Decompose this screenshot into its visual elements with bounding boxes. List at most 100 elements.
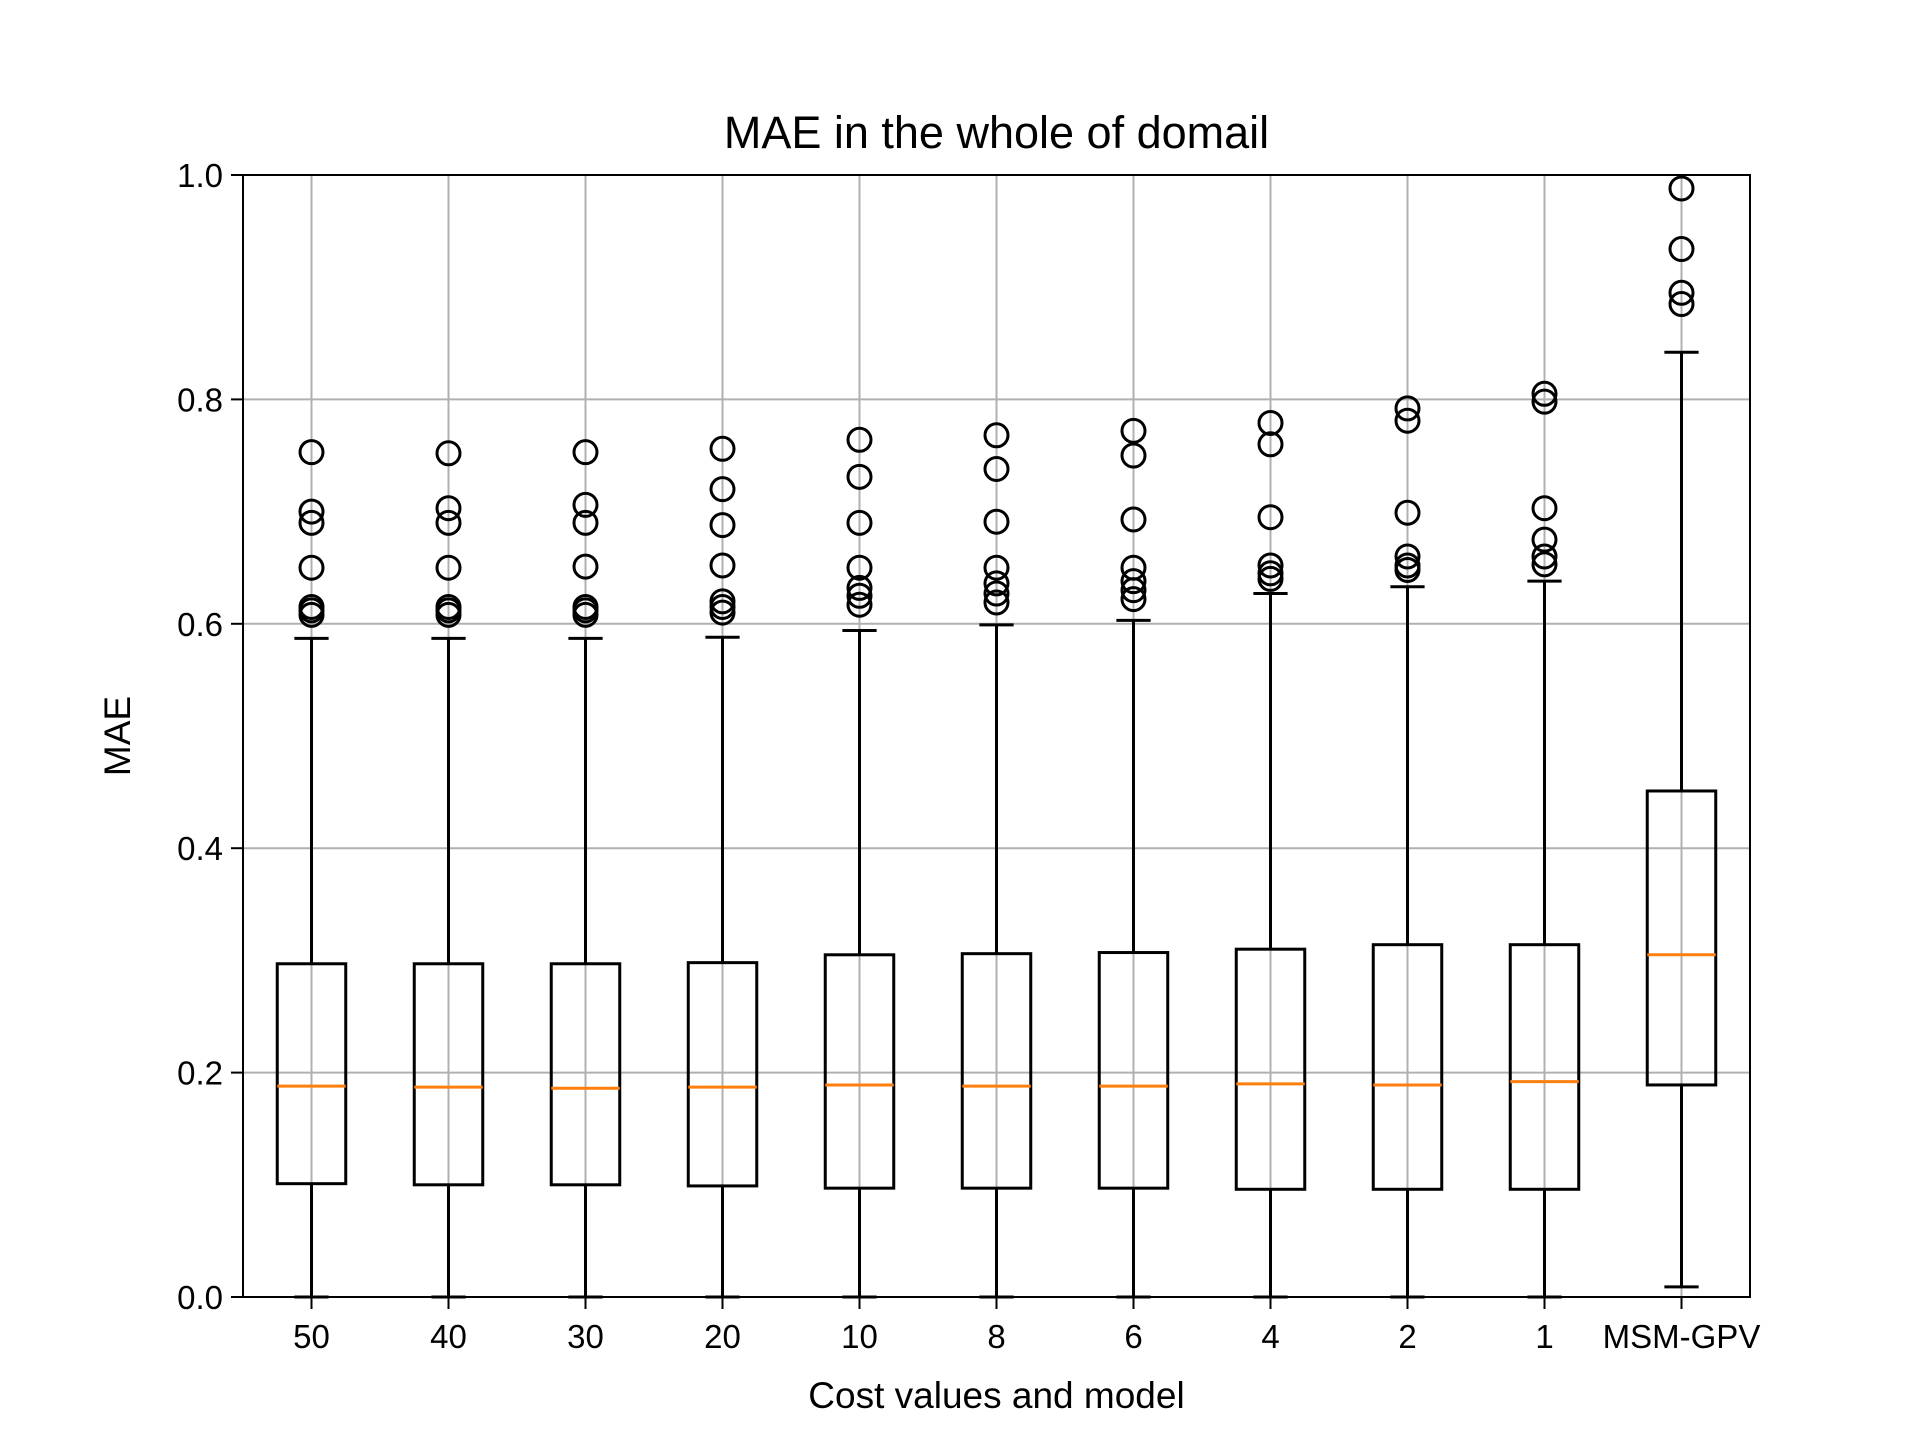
outlier-point [572, 593, 599, 620]
y-tick-label: 0.8 [177, 381, 223, 418]
outlier-point [435, 509, 462, 536]
outlier-point [1531, 526, 1558, 553]
outlier-point [1120, 554, 1147, 581]
outlier-point [435, 440, 462, 467]
outlier-point [1668, 236, 1695, 263]
box-1 [1508, 380, 1581, 1299]
outlier-point [1257, 409, 1284, 436]
box-series [275, 175, 1718, 1299]
outlier-point [846, 574, 873, 601]
outlier-point [1120, 506, 1147, 533]
outlier-point [1668, 279, 1695, 306]
outlier-point [298, 498, 325, 525]
outlier-point [1257, 504, 1284, 531]
outlier-point [298, 593, 325, 620]
outlier-point [1257, 431, 1284, 458]
outlier-point [1668, 291, 1695, 318]
box-iqr [1645, 789, 1718, 1087]
box-20 [686, 435, 759, 1299]
y-tick-label: 0.4 [177, 830, 223, 867]
box-iqr [412, 962, 485, 1187]
outlier-point [983, 455, 1010, 482]
outlier-point [846, 554, 873, 581]
x-tick-label: MSM-GPV [1603, 1318, 1761, 1355]
outlier-point [846, 591, 873, 618]
x-tick-label: 4 [1261, 1318, 1279, 1355]
x-tick-label: 2 [1398, 1318, 1416, 1355]
outlier-point [709, 552, 736, 579]
box-iqr [1234, 947, 1307, 1191]
chart-title: MAE in the whole of domail [724, 107, 1269, 158]
box-iqr [823, 953, 896, 1190]
x-tick-label: 40 [430, 1318, 467, 1355]
outlier-point [572, 553, 599, 580]
outlier-point [846, 509, 873, 536]
outlier-point [298, 509, 325, 536]
outlier-point [1531, 495, 1558, 522]
box-iqr [960, 952, 1033, 1190]
outlier-point [983, 508, 1010, 535]
outlier-point [1531, 551, 1558, 578]
outlier-point [983, 580, 1010, 607]
outlier-point [1531, 388, 1558, 415]
outlier-point [1394, 499, 1421, 526]
x-tick-label: 30 [567, 1318, 604, 1355]
box-MSM-GPV [1645, 175, 1718, 1289]
x-tick-label: 20 [704, 1318, 741, 1355]
outlier-point [709, 512, 736, 539]
box-50 [275, 439, 348, 1299]
outlier-point [572, 439, 599, 466]
y-tick-label: 0.0 [177, 1279, 223, 1316]
outlier-point [846, 582, 873, 609]
outlier-point [983, 422, 1010, 449]
outlier-point [1120, 442, 1147, 469]
outlier-point [298, 439, 325, 466]
outlier-point [1394, 552, 1421, 579]
x-tick-label: 8 [987, 1318, 1005, 1355]
y-tick-label: 1.0 [177, 157, 223, 194]
outlier-point [709, 435, 736, 462]
y-tick-label: 0.2 [177, 1055, 223, 1092]
x-tick-label: 6 [1124, 1318, 1142, 1355]
outlier-point [1120, 586, 1147, 613]
outlier-point [572, 491, 599, 518]
outlier-point [1394, 395, 1421, 422]
outlier-point [846, 426, 873, 453]
outlier-point [1257, 552, 1284, 579]
outlier-point [709, 476, 736, 503]
box-iqr [686, 961, 759, 1188]
outlier-point [1394, 543, 1421, 570]
x-axis: 50 40 30 20 10 8 6 4 2 1 MSM-GPV [293, 1297, 1760, 1355]
outlier-point [1668, 175, 1695, 202]
y-axis: 0.0 0.2 0.4 0.6 0.8 1.0 [177, 157, 243, 1316]
outlier-point [1120, 568, 1147, 595]
outlier-point [298, 554, 325, 581]
outlier-point [983, 589, 1010, 616]
box-iqr [549, 962, 622, 1187]
outlier-point [1531, 380, 1558, 407]
outlier-point [435, 495, 462, 522]
box-iqr [1097, 951, 1170, 1190]
x-tick-label: 50 [293, 1318, 330, 1355]
y-axis-label: MAE [97, 696, 138, 776]
outlier-point [983, 570, 1010, 597]
box-iqr [1371, 943, 1444, 1191]
box-iqr [1508, 943, 1581, 1191]
outlier-point [1120, 417, 1147, 444]
box-10 [823, 426, 896, 1299]
box-4 [1234, 409, 1307, 1299]
outlier-point [435, 593, 462, 620]
outlier-point [846, 463, 873, 490]
x-tick-label: 10 [841, 1318, 878, 1355]
outlier-point [435, 554, 462, 581]
outlier-point [572, 509, 599, 536]
outlier-point [1394, 407, 1421, 434]
box-40 [412, 440, 485, 1299]
outlier-point [983, 554, 1010, 581]
outlier-point [1531, 543, 1558, 570]
outlier-point [1257, 560, 1284, 587]
outlier-point [709, 588, 736, 615]
y-tick-label: 0.6 [177, 606, 223, 643]
